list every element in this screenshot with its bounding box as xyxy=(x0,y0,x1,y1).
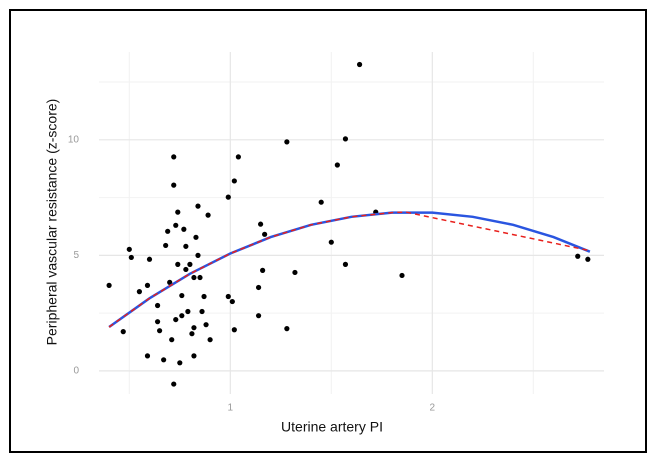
point xyxy=(207,337,213,343)
point xyxy=(585,256,591,262)
point xyxy=(144,353,151,359)
point xyxy=(342,261,349,267)
point xyxy=(193,234,199,240)
point xyxy=(318,199,324,205)
point xyxy=(225,293,231,300)
point xyxy=(157,328,163,334)
point xyxy=(183,243,189,249)
point xyxy=(191,274,197,281)
point xyxy=(179,292,185,299)
point xyxy=(177,360,183,366)
point xyxy=(175,209,181,215)
point xyxy=(575,253,581,259)
point xyxy=(356,61,363,68)
point xyxy=(171,381,177,387)
point xyxy=(146,256,153,262)
point xyxy=(260,267,266,273)
point xyxy=(144,282,151,288)
point xyxy=(126,246,132,252)
point xyxy=(255,313,262,319)
point xyxy=(154,319,161,325)
x-tick-label: 2 xyxy=(430,403,436,414)
point xyxy=(328,239,334,245)
point xyxy=(181,226,187,232)
point xyxy=(229,298,235,305)
point xyxy=(195,203,201,209)
y-axis-title: Peripheral vascular resistance (z-score) xyxy=(44,99,60,346)
point xyxy=(171,182,177,188)
point xyxy=(342,136,349,142)
frame xyxy=(9,9,647,453)
point xyxy=(231,178,237,184)
fit-line xyxy=(108,211,591,328)
point xyxy=(334,162,340,168)
point xyxy=(128,254,134,261)
point xyxy=(191,353,197,359)
point xyxy=(258,221,264,227)
point xyxy=(189,331,195,337)
point xyxy=(284,139,290,145)
point xyxy=(120,329,126,335)
point xyxy=(203,322,209,328)
point xyxy=(173,316,179,323)
point xyxy=(201,293,207,300)
y-tick-label: 10 xyxy=(68,134,80,145)
y-tick-label: 0 xyxy=(73,366,79,377)
y-tick-label: 5 xyxy=(73,250,79,261)
point xyxy=(191,325,197,331)
point xyxy=(179,313,185,319)
point xyxy=(106,282,112,288)
point xyxy=(169,337,175,343)
point xyxy=(284,326,290,332)
point xyxy=(231,327,237,333)
point xyxy=(195,252,201,258)
point xyxy=(225,194,231,200)
point xyxy=(183,266,189,273)
point xyxy=(199,308,205,315)
point xyxy=(171,154,177,160)
point xyxy=(399,272,405,279)
point xyxy=(173,222,179,228)
fit-line xyxy=(108,211,591,329)
point xyxy=(205,212,211,218)
point xyxy=(154,302,161,309)
point xyxy=(175,261,181,267)
point xyxy=(255,284,262,291)
point xyxy=(197,274,203,281)
x-tick-label: 1 xyxy=(228,403,234,414)
point xyxy=(165,228,171,234)
point xyxy=(292,269,298,276)
point xyxy=(136,289,142,295)
x-axis-title: Uterine artery PI xyxy=(281,419,383,435)
point xyxy=(235,154,241,160)
point xyxy=(163,242,169,249)
point xyxy=(185,308,191,315)
point xyxy=(167,279,173,285)
point xyxy=(262,231,268,237)
point xyxy=(161,357,167,363)
point xyxy=(187,261,193,267)
